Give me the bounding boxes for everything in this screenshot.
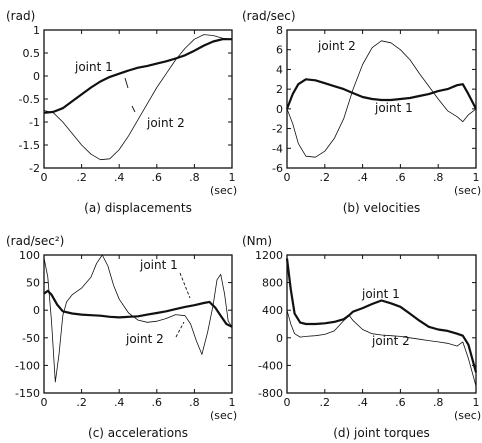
x-tick-label: .8 — [433, 396, 444, 409]
y-tick-label: -4 — [272, 142, 283, 155]
x-tick-label: 0 — [41, 396, 48, 409]
x-tick-label: .6 — [152, 396, 163, 409]
x-tick-label: 1 — [229, 171, 236, 184]
panel-caption: (a) displacements — [84, 201, 192, 215]
y-unit-label: (Nm) — [242, 234, 272, 248]
annotation-label: joint 1 — [74, 60, 113, 74]
y-tick-label: 0 — [276, 103, 283, 116]
x-tick-label: 1 — [473, 396, 480, 409]
y-tick-label: 400 — [262, 304, 283, 317]
x-tick-label: .8 — [433, 171, 444, 184]
x-tick-label: .4 — [357, 396, 368, 409]
annotation-label: joint 2 — [125, 332, 164, 346]
y-tick-label: 0.5 — [23, 47, 41, 60]
y-tick-label: -400 — [258, 359, 283, 372]
x-tick-label: .8 — [189, 171, 200, 184]
x-tick-label: 1 — [229, 396, 236, 409]
y-tick-label: -50 — [22, 332, 40, 345]
x-unit-label: (sec) — [454, 184, 481, 197]
plot-frame — [43, 29, 233, 169]
y-tick-label: -150 — [15, 387, 40, 400]
annotation-label: joint 1 — [139, 258, 178, 272]
y-tick-label: 50 — [26, 277, 40, 290]
y-tick-label: 800 — [262, 277, 283, 290]
x-tick-label: 0 — [284, 171, 291, 184]
y-unit-label: (rad) — [6, 9, 35, 23]
annotation-pointer — [175, 321, 185, 338]
annotation-label: joint 2 — [146, 116, 185, 130]
series-line-joint-2 — [43, 34, 233, 161]
plot-frame — [286, 29, 477, 169]
y-tick-label: -100 — [15, 359, 40, 372]
y-tick-label: 4 — [276, 63, 283, 76]
x-tick-label: .8 — [189, 396, 200, 409]
plot-frame — [43, 254, 233, 394]
panel-0: 10.50-0.5-1-1.5-20.2.4.6.8 1(rad)(sec)(a)… — [6, 9, 237, 215]
x-unit-label: (sec) — [454, 409, 481, 422]
plot-frame — [286, 254, 477, 394]
y-tick-label: 8 — [276, 24, 283, 37]
x-tick-label: .4 — [114, 171, 125, 184]
series-line-joint-2 — [43, 254, 233, 383]
y-tick-label: 2 — [276, 83, 283, 96]
annotation-label: joint 1 — [374, 101, 413, 115]
y-unit-label: (rad/sec²) — [6, 234, 64, 248]
x-tick-label: 0 — [284, 396, 291, 409]
y-tick-label: 0 — [276, 332, 283, 345]
x-tick-label: .6 — [395, 396, 406, 409]
x-unit-label: (sec) — [210, 409, 237, 422]
y-tick-label: 0 — [33, 70, 40, 83]
y-unit-label: (rad/sec) — [242, 9, 296, 23]
x-tick-label: .2 — [320, 396, 331, 409]
series-line-joint-2 — [286, 310, 477, 387]
series-line-joint-2 — [286, 40, 477, 158]
y-tick-label: -2 — [272, 123, 283, 136]
panel-caption: (c) accelerations — [88, 426, 188, 440]
x-tick-label: 0 — [41, 171, 48, 184]
x-tick-label: .2 — [76, 396, 87, 409]
x-tick-label: .2 — [320, 171, 331, 184]
panel-caption: (d) joint torques — [333, 426, 430, 440]
y-tick-label: 0 — [33, 304, 40, 317]
annotation-pointer — [124, 77, 129, 89]
annotation-label: joint 2 — [371, 334, 410, 348]
series-line-joint-1 — [43, 289, 233, 328]
y-tick-label: -1 — [29, 116, 40, 129]
panel-caption: (b) velocities — [343, 201, 421, 215]
y-tick-label: -6 — [272, 162, 283, 175]
y-tick-label: -1.5 — [19, 139, 40, 152]
series-line-joint-1 — [43, 38, 232, 114]
y-tick-label: -0.5 — [19, 93, 40, 106]
y-tick-label: -2 — [29, 162, 40, 175]
x-tick-label: .6 — [152, 171, 163, 184]
y-tick-label: 1200 — [255, 249, 283, 262]
y-tick-label: -800 — [258, 387, 283, 400]
y-tick-label: 1 — [33, 24, 40, 37]
x-tick-label: .2 — [76, 171, 87, 184]
x-tick-label: 1 — [473, 171, 480, 184]
x-unit-label: (sec) — [210, 184, 237, 197]
annotation-label: joint 2 — [317, 39, 356, 53]
y-tick-label: 100 — [19, 249, 40, 262]
annotation-label: joint 1 — [361, 287, 400, 301]
series-line-joint-1 — [285, 258, 478, 373]
x-tick-label: .4 — [357, 171, 368, 184]
x-tick-label: .4 — [114, 396, 125, 409]
y-tick-label: 6 — [276, 44, 283, 57]
annotation-pointer — [179, 272, 191, 299]
series-line-joint-1 — [285, 78, 477, 110]
x-tick-label: .6 — [395, 171, 406, 184]
annotation-pointer — [131, 105, 136, 113]
